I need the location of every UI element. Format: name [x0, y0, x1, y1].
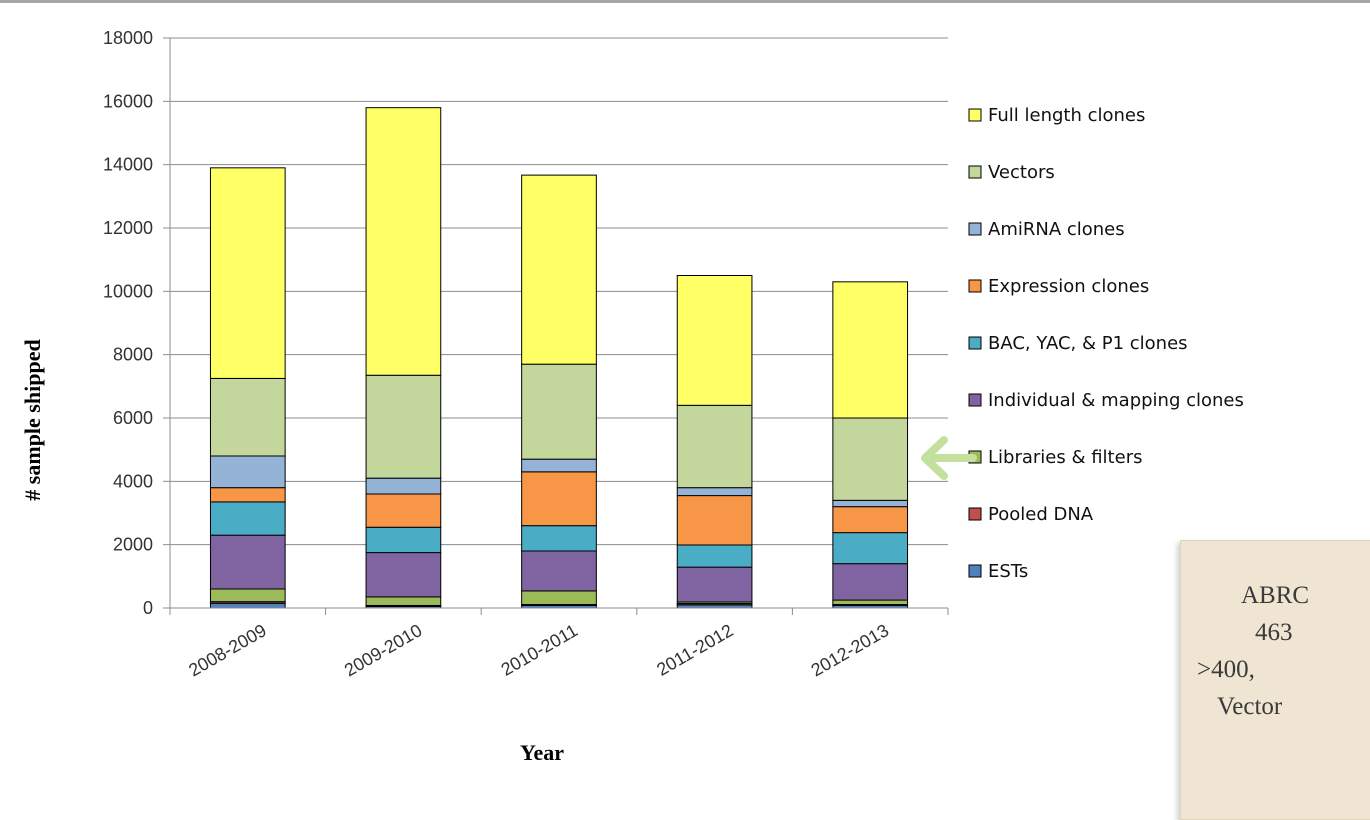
x-tick-labels: 2008-2009 2009-2010 2010-2011 2011-2012 2012…	[185, 620, 892, 680]
bar-segment	[521, 590, 597, 606]
bar-segment	[365, 596, 442, 606]
annotation-line: ABRC	[1241, 582, 1310, 609]
bar-segment	[365, 493, 442, 528]
legend-label: Vectors	[988, 162, 1055, 183]
legend-label: ESTs	[988, 561, 1028, 582]
bar-segment	[832, 599, 909, 606]
bar-segment	[209, 377, 286, 457]
bar-segment	[365, 374, 442, 479]
y-tick-label: 14000	[103, 155, 153, 175]
bar-segment	[365, 526, 442, 554]
bar-segment	[832, 532, 909, 565]
legend-swatch	[968, 108, 982, 122]
y-tick-label: 10000	[103, 281, 153, 301]
x-tick-label: 2009-2010	[341, 620, 426, 680]
y-tick-label: 12000	[103, 218, 153, 238]
bar-segment	[209, 455, 286, 489]
bar-segment	[365, 552, 442, 598]
bar-segment	[365, 107, 442, 376]
y-tick-label: 16000	[103, 91, 153, 111]
axes	[169, 38, 949, 615]
x-axis-label: Year	[520, 740, 564, 765]
annotation-line: 463	[1255, 619, 1293, 646]
pointer-arrow-icon	[921, 436, 977, 480]
bar-segment	[209, 588, 286, 603]
bar-segment	[832, 563, 909, 601]
y-tick-label: 2000	[113, 535, 153, 555]
x-tick-label: 2010-2011	[498, 620, 581, 680]
x-tick-label: 2012-2013	[808, 620, 893, 680]
bar-segment	[209, 167, 286, 379]
bar-segment	[832, 281, 909, 419]
y-tick-labels: 0 2000 4000 6000 8000 10000 12000 14000 16000 180…	[103, 28, 153, 618]
legend-label: Pooled DNA	[988, 504, 1094, 525]
annotation-line: >400,	[1197, 656, 1255, 683]
bar-segment	[521, 174, 597, 365]
y-tick-label: 4000	[113, 471, 153, 491]
legend: Full length clones Vectors AmiRNA clones Ex…	[968, 105, 1244, 582]
bar-segment	[832, 499, 909, 508]
y-tick-label: 18000	[103, 28, 153, 48]
bar-segment	[521, 363, 597, 460]
legend-swatch	[968, 222, 982, 236]
bars	[209, 107, 909, 609]
annotation-line: Vector	[1217, 693, 1283, 720]
bar-segment	[676, 544, 753, 568]
stacked-bar-chart: 0 2000 4000 6000 8000 10000 12000 14000 16000 180…	[20, 28, 1244, 765]
y-tick-label: 0	[143, 598, 153, 618]
bar-segment	[832, 506, 909, 534]
annotation-box: ABRC 463 >400, Vector	[1180, 540, 1370, 820]
bar-segment	[365, 477, 442, 495]
bar-segment	[521, 471, 597, 527]
bar-segment	[676, 566, 753, 603]
legend-swatch	[968, 393, 982, 407]
bar-segment	[676, 404, 753, 489]
bar-segment	[832, 417, 909, 501]
legend-swatch	[968, 507, 982, 521]
bar-segment	[209, 534, 286, 590]
legend-swatch	[968, 564, 982, 578]
bar-segment	[521, 550, 597, 592]
bar-segment	[676, 275, 753, 406]
legend-label: AmiRNA clones	[988, 219, 1125, 240]
legend-label: Individual & mapping clones	[988, 390, 1244, 411]
y-tick-label: 6000	[113, 408, 153, 428]
y-tick-label: 8000	[113, 345, 153, 365]
x-tick-label: 2008-2009	[185, 620, 270, 680]
bar-segment	[209, 487, 286, 503]
legend-label: Full length clones	[988, 105, 1145, 126]
legend-label: Expression clones	[988, 276, 1149, 297]
legend-swatch	[968, 165, 982, 179]
bar-segment	[676, 495, 753, 546]
bar-segment	[676, 487, 753, 497]
bar-segment	[209, 501, 286, 536]
x-tick-label: 2011-2012	[653, 620, 736, 680]
bar-segment	[521, 525, 597, 552]
legend-label: Libraries & filters	[988, 447, 1142, 468]
top-rule	[0, 0, 1370, 3]
bar-segment	[521, 458, 597, 473]
bar-segment	[209, 602, 286, 609]
legend-swatch	[968, 279, 982, 293]
y-axis-label: # sample shipped	[20, 339, 45, 500]
legend-label: BAC, YAC, & P1 clones	[988, 333, 1188, 354]
legend-swatch	[968, 336, 982, 350]
